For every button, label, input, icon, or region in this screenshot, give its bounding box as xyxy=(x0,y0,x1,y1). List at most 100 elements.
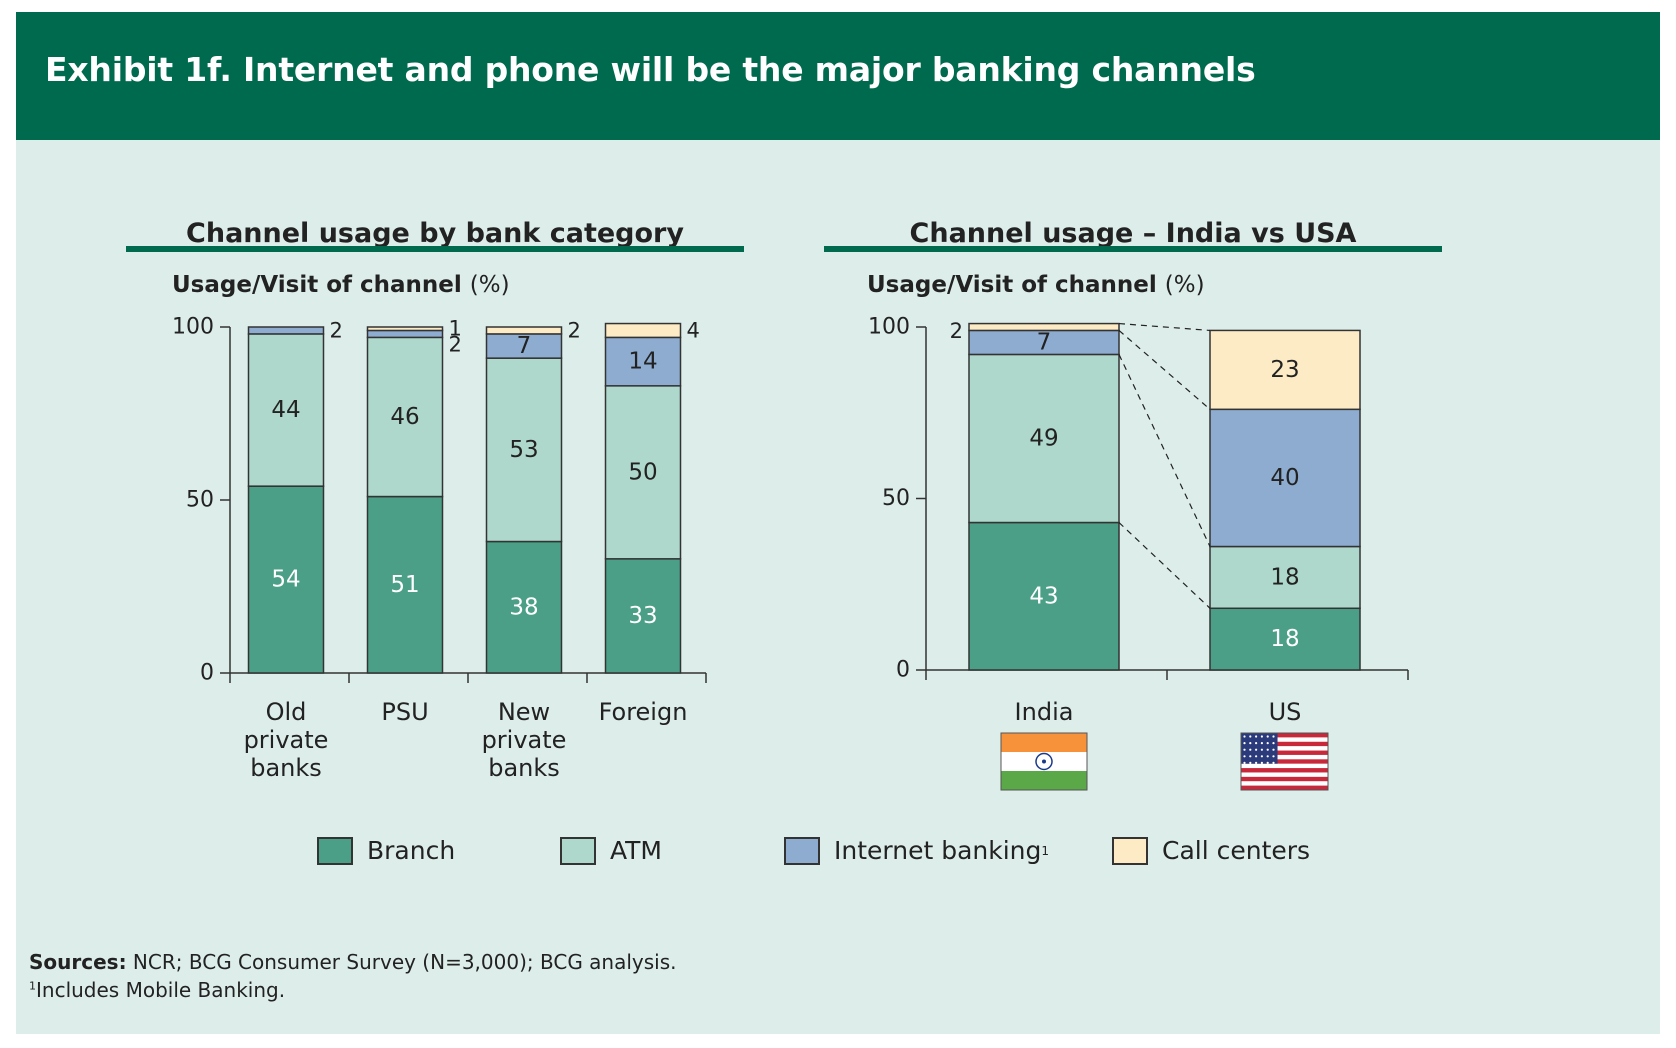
left-bar-internet xyxy=(485,333,563,359)
left-bar-branch xyxy=(247,485,325,674)
us-flag-star xyxy=(1260,735,1263,738)
connector-line xyxy=(1118,354,1211,547)
left-data-label: 38 xyxy=(509,594,538,620)
us-flag-stripe xyxy=(1241,776,1328,782)
right-data-label: 40 xyxy=(1270,465,1299,491)
india-flag-green xyxy=(1001,771,1087,790)
left-category-label: PSU xyxy=(381,698,428,726)
legend-item-branch: Branch xyxy=(317,836,455,865)
us-flag-star xyxy=(1266,735,1269,738)
us-flag-stripe xyxy=(1241,763,1328,769)
footnote-text: Includes Mobile Banking. xyxy=(36,978,286,1002)
left-axis-title-text: Usage/Visit of channel xyxy=(172,272,462,298)
legend-label: Branch xyxy=(367,836,456,865)
us-flag-stripe xyxy=(1241,737,1328,742)
us-flag-star xyxy=(1249,761,1252,765)
left-data-label: 44 xyxy=(271,397,300,423)
right-chart xyxy=(916,322,1409,680)
left-data-label: 54 xyxy=(271,567,300,593)
left-bar-branch xyxy=(604,558,682,674)
us-flag-star xyxy=(1255,735,1258,738)
right-panel-title: Channel usage – India vs USA xyxy=(909,218,1357,249)
us-flag-star xyxy=(1249,735,1252,738)
us-flag-star xyxy=(1272,742,1275,745)
us-flag-stripe xyxy=(1241,750,1328,756)
left-data-label: 4 xyxy=(687,318,700,342)
right-axis-title-text: Usage/Visit of channel xyxy=(867,272,1157,298)
sources-note: Sources: NCR; BCG Consumer Survey (N=3,0… xyxy=(29,950,677,974)
left-data-label: 33 xyxy=(628,603,657,629)
left-bar-atm xyxy=(366,336,444,498)
us-flag-star xyxy=(1272,735,1275,738)
us-flag-stripe xyxy=(1241,785,1328,791)
right-bar-atm xyxy=(968,353,1120,524)
left-data-label: 14 xyxy=(628,349,657,375)
left-category-label: banks xyxy=(250,754,322,782)
legend-label: ATM xyxy=(610,836,663,865)
legend-item-internet: Internet banking 1 xyxy=(784,836,1049,865)
legend-swatch xyxy=(317,836,353,865)
us-flag-star xyxy=(1266,742,1269,745)
india-flag-chakra xyxy=(1035,752,1053,771)
left-y-tick-label: 100 xyxy=(172,315,214,340)
left-category-label: private xyxy=(482,726,567,754)
right-panel-rule xyxy=(824,246,1442,252)
left-bar-atm xyxy=(485,357,563,543)
left-category-label: banks xyxy=(488,754,560,782)
us-flag-star xyxy=(1260,742,1263,745)
us-flag-border xyxy=(1240,732,1329,791)
legend-swatch xyxy=(560,836,596,865)
us-flag-star xyxy=(1266,755,1269,758)
left-data-label: 50 xyxy=(628,459,657,485)
us-flag-star xyxy=(1255,755,1258,758)
us-flag-star xyxy=(1266,761,1269,765)
right-data-label: 18 xyxy=(1270,564,1299,590)
legend-footnote-mark: 1 xyxy=(1041,843,1050,858)
us-flag-stripe xyxy=(1241,754,1328,760)
right-y-tick-label: 0 xyxy=(896,658,910,683)
us-flag-stripe xyxy=(1241,741,1328,747)
left-y-tick-label: 0 xyxy=(200,661,214,686)
legend-swatch xyxy=(1112,836,1148,865)
left-bar-internet xyxy=(247,326,325,335)
right-data-label: 49 xyxy=(1029,425,1058,451)
connector-line xyxy=(1118,522,1211,609)
left-category-label: Foreign xyxy=(599,698,688,726)
left-category-label: private xyxy=(244,726,329,754)
right-bar-branch xyxy=(968,521,1120,671)
india-flag-chakra-hub xyxy=(1042,759,1046,764)
left-bar-internet xyxy=(604,336,682,387)
india-flag-saffron xyxy=(1001,733,1087,752)
sources-text: NCR; BCG Consumer Survey (N=3,000); BCG … xyxy=(126,950,677,974)
left-panel-rule xyxy=(126,246,744,252)
left-category-label: New xyxy=(498,698,550,726)
us-flag-star xyxy=(1255,748,1258,751)
us-flag-stripe xyxy=(1241,772,1328,778)
right-bar-atm xyxy=(1209,545,1361,610)
left-axis-title-unit: (%) xyxy=(469,272,510,298)
footnote: 1Includes Mobile Banking. xyxy=(29,978,285,1002)
right-axis-title: Usage/Visit of channel (%) xyxy=(867,272,1205,298)
left-bar-call xyxy=(366,326,444,332)
right-y-tick-label: 100 xyxy=(868,315,910,340)
us-flag-star xyxy=(1272,748,1275,751)
legend-label: Call centers xyxy=(1162,836,1311,865)
left-bar-branch xyxy=(485,540,563,674)
legend-item-atm: ATM xyxy=(560,836,662,865)
us-flag-canton xyxy=(1241,733,1278,764)
left-data-label: 2 xyxy=(449,332,462,356)
right-data-label: 43 xyxy=(1029,583,1058,609)
connector-line xyxy=(1118,322,1211,332)
us-flag-stripe xyxy=(1241,746,1328,751)
footnote-mark: 1 xyxy=(29,979,36,993)
left-data-label: 7 xyxy=(517,333,532,359)
exhibit-title: Exhibit 1f. Internet and phone will be t… xyxy=(45,50,1256,89)
left-data-label: 2 xyxy=(568,318,581,342)
right-category-label: US xyxy=(1269,698,1302,726)
us-flag-star xyxy=(1243,748,1246,751)
legend-label: Internet banking xyxy=(834,836,1042,865)
us-flag-star xyxy=(1272,755,1275,758)
left-axis-title: Usage/Visit of channel (%) xyxy=(172,272,510,298)
us-flag-star xyxy=(1243,742,1246,745)
left-chart xyxy=(220,322,707,683)
